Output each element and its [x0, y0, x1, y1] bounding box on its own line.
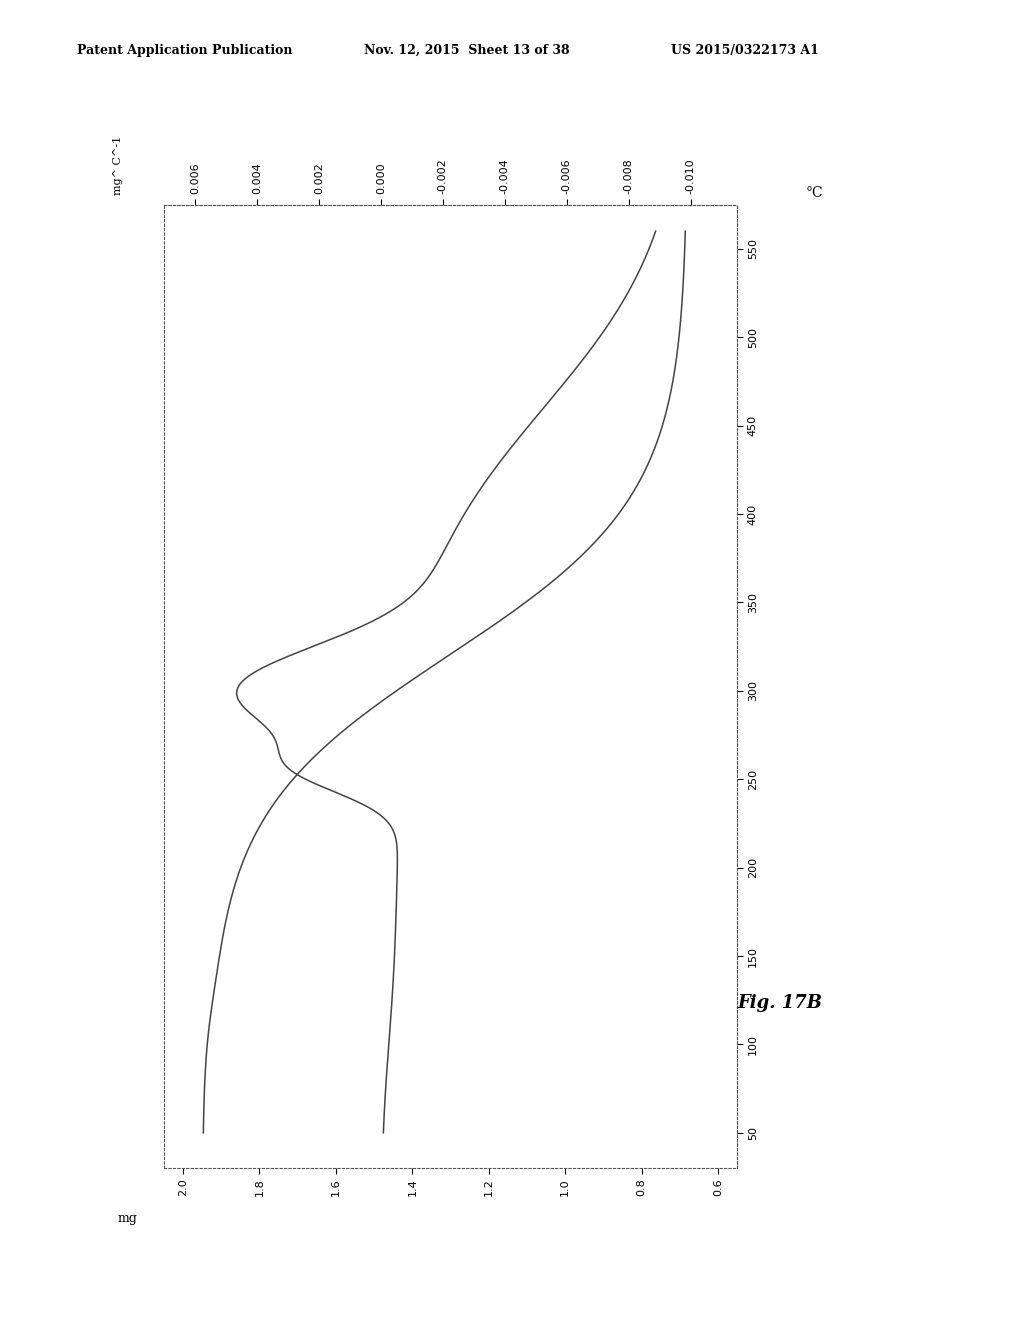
Text: Nov. 12, 2015  Sheet 13 of 38: Nov. 12, 2015 Sheet 13 of 38: [364, 44, 569, 57]
Text: °C: °C: [806, 186, 823, 199]
Text: mg: mg: [118, 1212, 138, 1225]
Text: Fig. 17B: Fig. 17B: [737, 994, 822, 1012]
Text: Patent Application Publication: Patent Application Publication: [77, 44, 292, 57]
Text: US 2015/0322173 A1: US 2015/0322173 A1: [671, 44, 818, 57]
Text: mg^ C^-1: mg^ C^-1: [113, 136, 123, 195]
